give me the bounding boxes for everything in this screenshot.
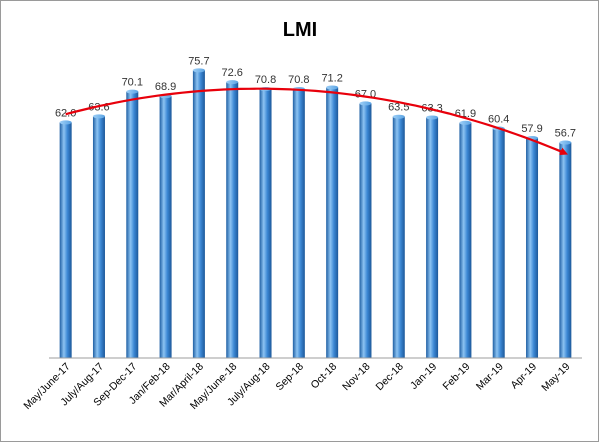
bar-body [359, 103, 372, 359]
bar-12 [426, 115, 439, 359]
data-label: 70.1 [122, 77, 143, 89]
bar-14 [492, 126, 505, 358]
bar-5 [192, 68, 205, 358]
bar-body [426, 117, 439, 359]
data-label: 71.2 [321, 72, 342, 84]
bar-13 [459, 120, 472, 358]
bars-layer [59, 68, 572, 359]
data-label: 72.6 [222, 67, 243, 79]
bar-body [226, 82, 239, 359]
bar-cap [359, 101, 372, 106]
data-label: 68.9 [155, 81, 176, 93]
bar-cap [559, 140, 572, 145]
bar-cap [326, 85, 339, 90]
bar-cap [392, 114, 405, 119]
bar-16 [559, 140, 572, 358]
bar-4 [159, 94, 172, 359]
bar-body [259, 88, 272, 359]
bar-7 [259, 86, 272, 359]
bar-9 [326, 85, 339, 358]
data-label: 70.8 [288, 74, 309, 86]
bar-body [159, 96, 172, 359]
bar-3 [126, 89, 139, 359]
bar-8 [292, 86, 305, 359]
data-label: 70.8 [255, 74, 276, 86]
bar-1 [59, 120, 72, 359]
bar-body [526, 137, 539, 358]
bar-body [126, 91, 139, 359]
bar-10 [359, 101, 372, 359]
data-label: 57.9 [521, 123, 542, 135]
bar-cap [226, 80, 239, 85]
data-label: 63.5 [388, 102, 409, 114]
bar-cap [426, 115, 439, 120]
bar-2 [92, 114, 105, 358]
bar-body [492, 128, 505, 358]
trendline [65, 87, 569, 156]
bar-11 [392, 114, 405, 358]
x-tick-label: Dec-18 [373, 361, 406, 394]
bar-body [59, 122, 72, 359]
bar-cap [126, 89, 139, 94]
bar-body [92, 116, 105, 358]
bar-body [459, 122, 472, 358]
bar-body [292, 88, 305, 359]
x-tick-labels-layer: May/June-17July/Aug-17Sep-Dec-17Jan/Feb-… [21, 361, 572, 413]
bar-body [192, 70, 205, 358]
bar-body [392, 116, 405, 358]
bar-body [559, 142, 572, 358]
x-tick-label: Feb-19 [441, 361, 473, 393]
data-labels-layer: 62.063.670.1 68.975.772.670.8 70.8 71.267.0… [55, 55, 576, 139]
bar-cap [459, 120, 472, 125]
data-label: 56.7 [555, 128, 576, 140]
chart-title: LMI [283, 19, 317, 41]
x-tick-label: Sep-18 [274, 361, 307, 394]
data-label: 75.7 [188, 55, 209, 67]
bar-15 [526, 135, 539, 358]
bar-cap [59, 120, 72, 125]
x-tick-label: Oct-18 [309, 361, 340, 392]
data-label: 60.4 [488, 113, 509, 125]
bar-6 [226, 80, 239, 359]
bar-cap [92, 114, 105, 119]
x-tick-label: Mar-19 [474, 361, 506, 393]
x-tick-label: Apr-19 [508, 361, 539, 392]
x-tick-label: Nov-18 [340, 361, 373, 394]
x-tick-label: Jan-19 [408, 361, 439, 392]
bar-body [326, 87, 339, 358]
bar-cap [192, 68, 205, 73]
x-tick-label: May-19 [539, 361, 572, 394]
